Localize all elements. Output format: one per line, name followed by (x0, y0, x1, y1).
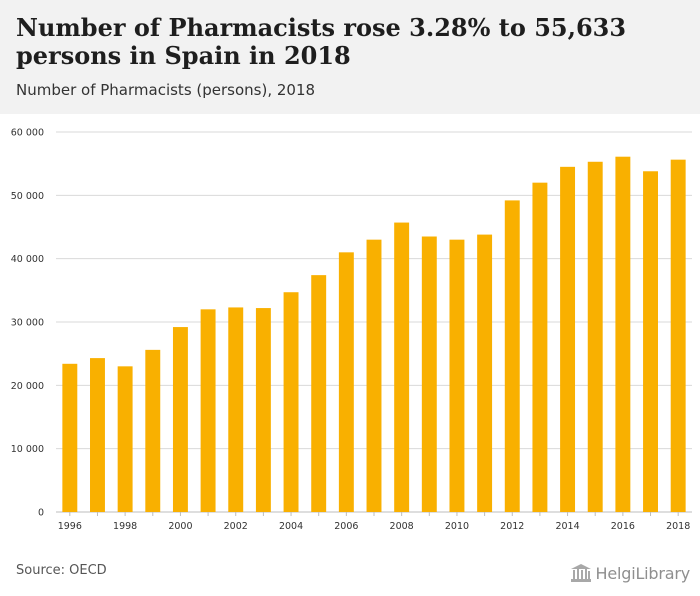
bar-2016 (615, 156, 631, 512)
bar-2008 (394, 222, 410, 513)
x-tick-label: 1996 (58, 521, 82, 532)
bar-2006 (338, 252, 354, 513)
bar-2017 (643, 171, 658, 512)
y-tick-label: 30 000 (11, 318, 44, 329)
bar-2011 (477, 234, 493, 512)
bar-1999 (145, 349, 161, 512)
y-axis: 0 10 000 20 000 30 000 40 000 50 000 60 000 (11, 128, 44, 519)
y-tick-label: 60 000 (11, 128, 44, 139)
x-tick-label: 2000 (168, 521, 192, 532)
y-tick-label: 20 000 (11, 381, 44, 392)
x-axis: 1996 1998 2000 2002 2004 2006 2008 2010 2012 2014… (58, 512, 690, 532)
bar-2010 (449, 239, 465, 512)
y-tick-label: 10 000 (11, 444, 44, 455)
x-tick-label: 2008 (390, 521, 414, 532)
x-tick-label: 2010 (445, 521, 469, 532)
bar-2003 (255, 308, 271, 512)
y-tick-label: 0 (38, 508, 44, 519)
bar-2015 (587, 161, 603, 512)
x-tick-label: 2018 (666, 521, 690, 532)
x-tick-label: 2012 (500, 521, 524, 532)
x-tick-label: 2014 (555, 521, 579, 532)
bar-2001 (200, 309, 216, 512)
bar-1998 (117, 366, 133, 512)
brand-name: HelgiLibrary (595, 563, 691, 583)
x-tick-label: 1998 (113, 521, 137, 532)
bar-1996 (62, 363, 78, 512)
y-tick-label: 40 000 (11, 254, 44, 265)
x-tick-label: 2006 (334, 521, 358, 532)
x-tick-label: 2004 (279, 521, 303, 532)
chart-title: Number of Pharmacists rose 3.28% to 55,6… (16, 13, 627, 70)
bar-2002 (228, 307, 244, 512)
y-tick-label: 50 000 (11, 191, 44, 202)
bar-2007 (366, 239, 382, 512)
bar-2009 (421, 236, 437, 512)
x-tick-label: 2016 (611, 521, 635, 532)
library-building-icon (570, 562, 592, 584)
bar-1997 (90, 358, 105, 512)
brand-logo[interactable]: HelgiLibrary (570, 560, 690, 586)
source-note: Source: OECD (16, 563, 107, 578)
chart-subtitle: Number of Pharmacists (persons), 2018 (16, 81, 316, 99)
bar-2018 (670, 159, 686, 513)
header-panel: Number of Pharmacists rose 3.28% to 55,6… (0, 0, 700, 114)
x-tick-label: 2002 (224, 521, 248, 532)
bar-chart: 0 10 000 20 000 30 000 40 000 50 000 60 000 19… (11, 128, 692, 532)
bar-2014 (560, 166, 576, 513)
bar-2012 (504, 200, 520, 512)
bar-2013 (532, 182, 548, 512)
bar-2004 (283, 292, 299, 512)
bars (62, 156, 686, 513)
bar-2000 (172, 327, 188, 512)
bar-2005 (311, 275, 327, 512)
